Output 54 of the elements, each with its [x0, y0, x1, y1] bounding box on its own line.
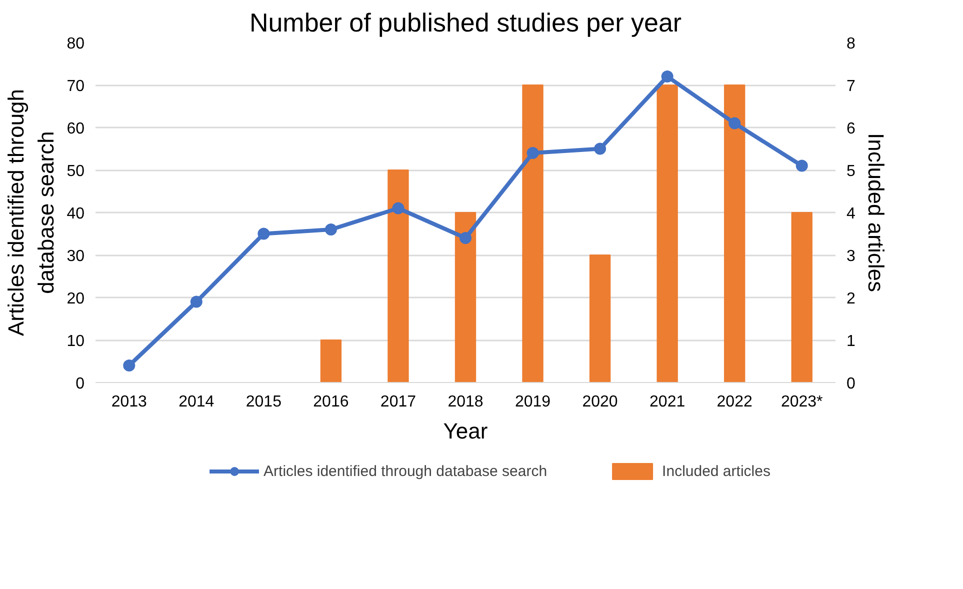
- x-tick-label: 2022: [716, 394, 752, 410]
- x-tick-label: 2019: [514, 394, 551, 410]
- y-tick-label: 0: [76, 376, 85, 392]
- y2-tick-label: 6: [846, 120, 856, 138]
- bar: [656, 84, 678, 382]
- y2-tick-label: 2: [846, 290, 856, 308]
- y2-tick-label: 4: [846, 206, 856, 222]
- point: [594, 142, 606, 155]
- y2-tick-label: 5: [846, 163, 856, 180]
- x-tick-label: 2017: [380, 394, 416, 410]
- bar: [522, 84, 544, 382]
- chart-title: Number of published studies per year: [249, 8, 682, 38]
- y-tick-label: 10: [66, 333, 85, 350]
- bar: [724, 84, 746, 382]
- point: [460, 232, 472, 244]
- y2-tick-label: 0: [846, 376, 856, 392]
- x-tick-label: 2016: [313, 394, 349, 410]
- y-tick-label: 60: [66, 120, 85, 138]
- x-axis-title: Year: [443, 418, 488, 444]
- y2-axis-title: Included articles: [863, 133, 888, 292]
- point: [796, 160, 808, 172]
- y2-tick-label: 3: [846, 248, 856, 265]
- bar: [320, 340, 342, 382]
- point: [123, 360, 136, 372]
- point: [258, 228, 270, 240]
- point: [392, 202, 404, 214]
- point: [661, 70, 674, 82]
- y-tick-label: 30: [66, 248, 85, 265]
- legend-label: Articles identified through database search: [264, 462, 548, 480]
- y-tick-label: 20: [66, 290, 85, 308]
- point: [190, 296, 202, 308]
- x-tick-label: 2014: [178, 394, 214, 410]
- y2-tick-label: 7: [846, 78, 856, 95]
- bar: [388, 170, 409, 382]
- y-tick-label: 80: [66, 36, 85, 52]
- y2-tick-label: 8: [846, 36, 856, 52]
- y-axis-title: Articles identified through database search: [4, 88, 59, 336]
- x-tick-label: 2015: [246, 394, 282, 410]
- bar: [454, 212, 476, 382]
- y-tick-label: 70: [66, 78, 85, 95]
- y-tick-label: 40: [66, 206, 85, 222]
- point: [526, 147, 539, 159]
- y2-tick-label: 1: [846, 333, 856, 350]
- x-tick-label: 2013: [111, 394, 148, 410]
- y-tick-label: 50: [66, 163, 85, 180]
- legend-label: Included articles: [662, 462, 770, 480]
- x-tick-label: 2018: [448, 394, 484, 410]
- x-tick-label: 2020: [582, 394, 618, 410]
- bar: [791, 212, 812, 382]
- point: [324, 224, 337, 236]
- x-tick-label: 2021: [650, 394, 686, 410]
- point: [728, 117, 741, 130]
- bar: [589, 254, 611, 382]
- x-tick-label: 2023*: [780, 394, 823, 410]
